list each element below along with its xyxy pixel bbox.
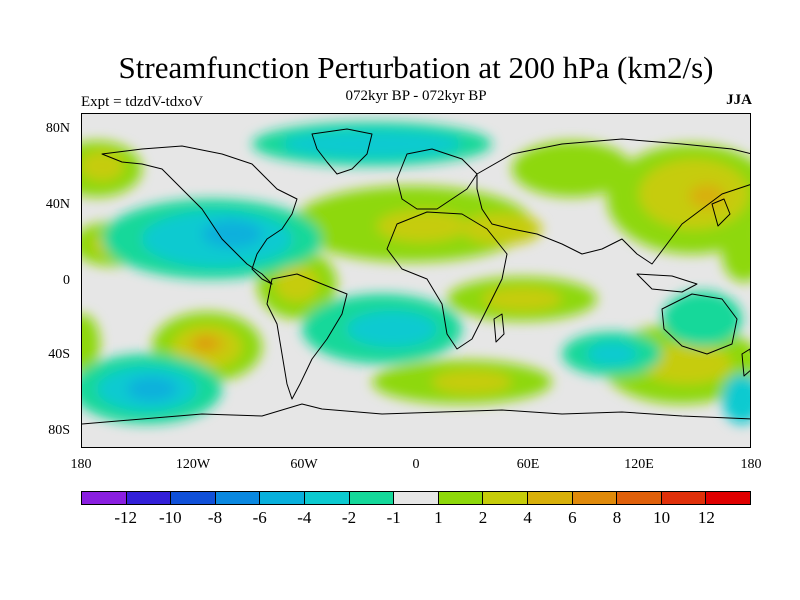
- map-title: Streamfunction Perturbation at 200 hPa (…: [118, 50, 714, 85]
- colorbar-swatch: [260, 492, 305, 504]
- colorbar-label: -8: [207, 508, 223, 527]
- colorbar-swatch: [171, 492, 216, 504]
- lat-label: 40S: [48, 347, 70, 362]
- coastline-asia: [476, 138, 750, 265]
- map-svg: [82, 122, 750, 425]
- colorbar: [81, 491, 751, 505]
- colorbar-swatch: [572, 492, 618, 504]
- season-label: JJA: [726, 92, 752, 108]
- field-positive: [82, 151, 124, 181]
- colorbar-label: -12: [114, 508, 137, 527]
- field-positive: [432, 370, 512, 394]
- coastline-australia: [661, 293, 738, 355]
- coastline-europe: [396, 148, 478, 210]
- lon-label: 60W: [290, 457, 318, 472]
- colorbar-swatch: [126, 492, 172, 504]
- contour-fields: [82, 122, 750, 424]
- colorbar-swatch: [527, 492, 573, 504]
- field-positive: [482, 287, 562, 311]
- field-negative: [127, 377, 177, 401]
- coastline-japan: [711, 198, 731, 227]
- field-positive: [275, 266, 319, 302]
- colorbar-label: -10: [158, 508, 182, 527]
- coastline-africa: [386, 211, 508, 350]
- field-positive: [377, 210, 467, 242]
- field-negative: [202, 220, 262, 248]
- colorbar-swatch: [438, 492, 484, 504]
- field-positive: [197, 339, 213, 347]
- coastlines: [82, 128, 750, 425]
- field-negative: [662, 291, 742, 347]
- lat-label: 80S: [48, 423, 70, 438]
- lon-label: 180: [740, 457, 762, 472]
- colorbar-label: -2: [341, 508, 357, 527]
- colorbar-label: 4: [523, 508, 532, 527]
- field-negative: [282, 130, 462, 158]
- experiment-label: Expt = tdzdV-tdxoV: [81, 94, 204, 110]
- colorbar-swatch: [617, 492, 662, 504]
- lon-label: 0: [412, 457, 420, 472]
- colorbar-swatch: [706, 492, 750, 504]
- colorbar-label: -1: [386, 508, 401, 527]
- colorbar-label: 2: [478, 508, 488, 527]
- lat-label: 40N: [45, 197, 70, 212]
- colorbar-swatch: [394, 492, 439, 504]
- map-subtitle: 072kyr BP - 072kyr BP: [345, 88, 487, 104]
- colorbar-label: 6: [568, 508, 577, 527]
- coastline-indonesia: [636, 273, 698, 293]
- colorbar-swatch: [349, 492, 395, 504]
- colorbar-label: 12: [697, 508, 715, 527]
- lon-label: 180: [70, 457, 92, 472]
- coastline-north-america: [101, 145, 298, 285]
- colorbar-label: 8: [612, 508, 622, 527]
- lon-label: 120W: [175, 457, 211, 472]
- lon-label: 120E: [624, 457, 654, 472]
- colorbar-swatch: [483, 492, 528, 504]
- coastline-greenland: [311, 128, 373, 175]
- field-positive: [512, 141, 632, 197]
- colorbar-label: -4: [297, 508, 312, 527]
- field-positive: [722, 226, 750, 282]
- field-positive: [462, 213, 542, 245]
- colorbar-label: 10: [653, 508, 671, 527]
- coastline-new-zealand: [741, 348, 750, 377]
- colorbar-swatch: [215, 492, 261, 504]
- coastline-antarctica: [82, 403, 750, 425]
- field-negative: [722, 374, 750, 424]
- field-positive: [642, 344, 732, 384]
- coastline-madagascar: [493, 313, 505, 343]
- coastline-south-america: [266, 273, 348, 400]
- colorbar-label: -6: [252, 508, 267, 527]
- colorbar-swatch: [82, 492, 127, 504]
- colorbar-swatch: [304, 492, 350, 504]
- lon-label: 60E: [516, 457, 540, 472]
- lat-label: 80N: [45, 121, 70, 136]
- map-plot-area: [81, 113, 751, 448]
- field-negative: [347, 311, 437, 347]
- lat-label: 0: [63, 273, 70, 288]
- colorbar-swatch: [661, 492, 707, 504]
- field-negative: [587, 342, 637, 366]
- field-positive: [82, 314, 100, 374]
- colorbar-label: 1: [434, 508, 443, 527]
